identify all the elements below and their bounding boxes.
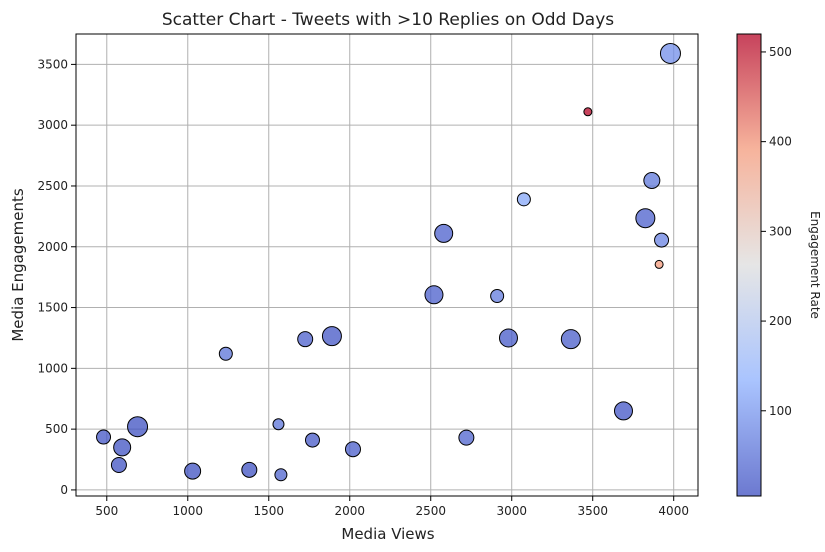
data-point	[184, 462, 202, 480]
x-tick-label: 3500	[577, 504, 608, 518]
data-point	[516, 192, 531, 207]
x-tick-label: 2000	[334, 504, 365, 518]
chart-title: Scatter Chart - Tweets with >10 Replies …	[162, 10, 614, 30]
data-point	[458, 429, 475, 446]
colorbar-tick-label: 100	[769, 404, 792, 418]
data-point	[304, 432, 320, 448]
data-point	[659, 42, 681, 64]
colorbar-label: Engagement Rate	[808, 211, 822, 319]
data-point	[490, 289, 505, 304]
x-tick-label: 500	[95, 504, 118, 518]
x-axis-ticks: 500 1000 1500 2000 2500 3000 3500 4000	[95, 496, 689, 518]
y-tick-label: 0	[60, 483, 68, 497]
y-tick-label: 2000	[37, 240, 68, 254]
colorbar-tick-label: 500	[769, 45, 792, 59]
colorbar-tick-label: 200	[769, 314, 792, 328]
y-tick-label: 2500	[37, 179, 68, 193]
data-point	[272, 418, 285, 431]
data-point	[635, 208, 656, 229]
data-point	[110, 456, 127, 473]
colorbar-tick-label: 300	[769, 224, 792, 238]
y-axis-label: Media Engagements	[9, 188, 27, 341]
data-point	[241, 461, 258, 478]
data-point	[424, 285, 444, 305]
x-tick-label: 4000	[658, 504, 689, 518]
x-tick-label: 2500	[415, 504, 446, 518]
data-point	[654, 232, 670, 248]
data-point	[127, 416, 149, 438]
y-tick-label: 500	[45, 422, 68, 436]
data-point	[274, 468, 288, 482]
data-point	[613, 401, 633, 421]
data-point	[434, 223, 454, 243]
data-point	[560, 329, 581, 350]
data-point	[321, 326, 342, 347]
grid-lines	[76, 34, 698, 496]
x-axis-label: Media Views	[341, 525, 434, 543]
data-point	[96, 429, 112, 445]
colorbar-ticks: 100 200 300 400 500	[761, 45, 792, 418]
data-point	[297, 331, 314, 348]
y-tick-label: 1500	[37, 301, 68, 315]
x-tick-label: 1500	[253, 504, 284, 518]
data-point	[344, 441, 361, 458]
data-point	[218, 346, 233, 361]
x-tick-label: 1000	[172, 504, 203, 518]
y-tick-label: 3000	[37, 118, 68, 132]
colorbar-tick-label: 400	[769, 135, 792, 149]
data-point	[583, 107, 593, 117]
data-points	[96, 42, 681, 482]
y-tick-label: 3500	[37, 57, 68, 71]
colorbar	[736, 33, 762, 497]
data-point	[113, 438, 132, 457]
data-point	[498, 328, 518, 348]
plot-frame	[75, 33, 699, 497]
x-tick-label: 3000	[496, 504, 527, 518]
y-axis-ticks: 0 500 1000 1500 2000 2500 3000 3500	[37, 57, 76, 497]
data-point	[654, 259, 664, 269]
data-point	[643, 172, 661, 190]
y-tick-label: 1000	[37, 361, 68, 375]
